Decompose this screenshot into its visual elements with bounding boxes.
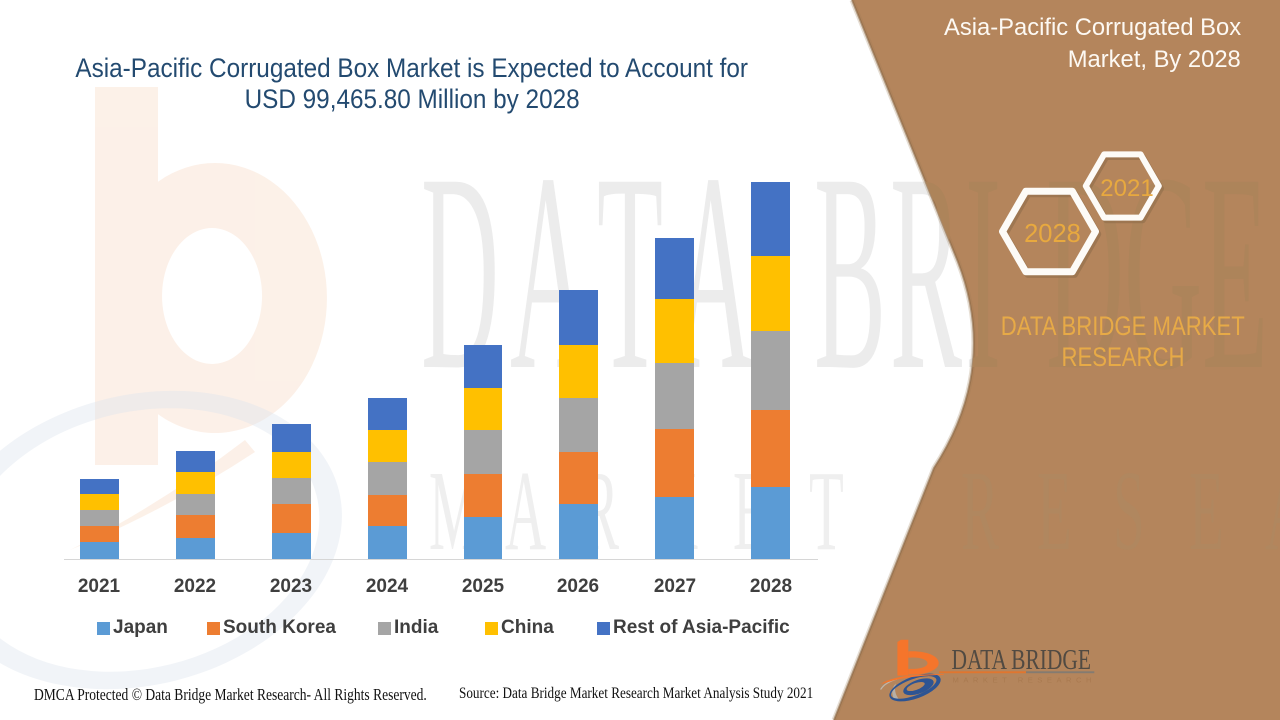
svg-text:2028: 2028 xyxy=(1024,220,1081,248)
svg-text:2021: 2021 xyxy=(1100,175,1153,202)
svg-text:MARKET RESEARCH: MARKET RESEARCH xyxy=(953,675,1092,684)
svg-text:DATA BRIDGE: DATA BRIDGE xyxy=(952,645,1092,676)
